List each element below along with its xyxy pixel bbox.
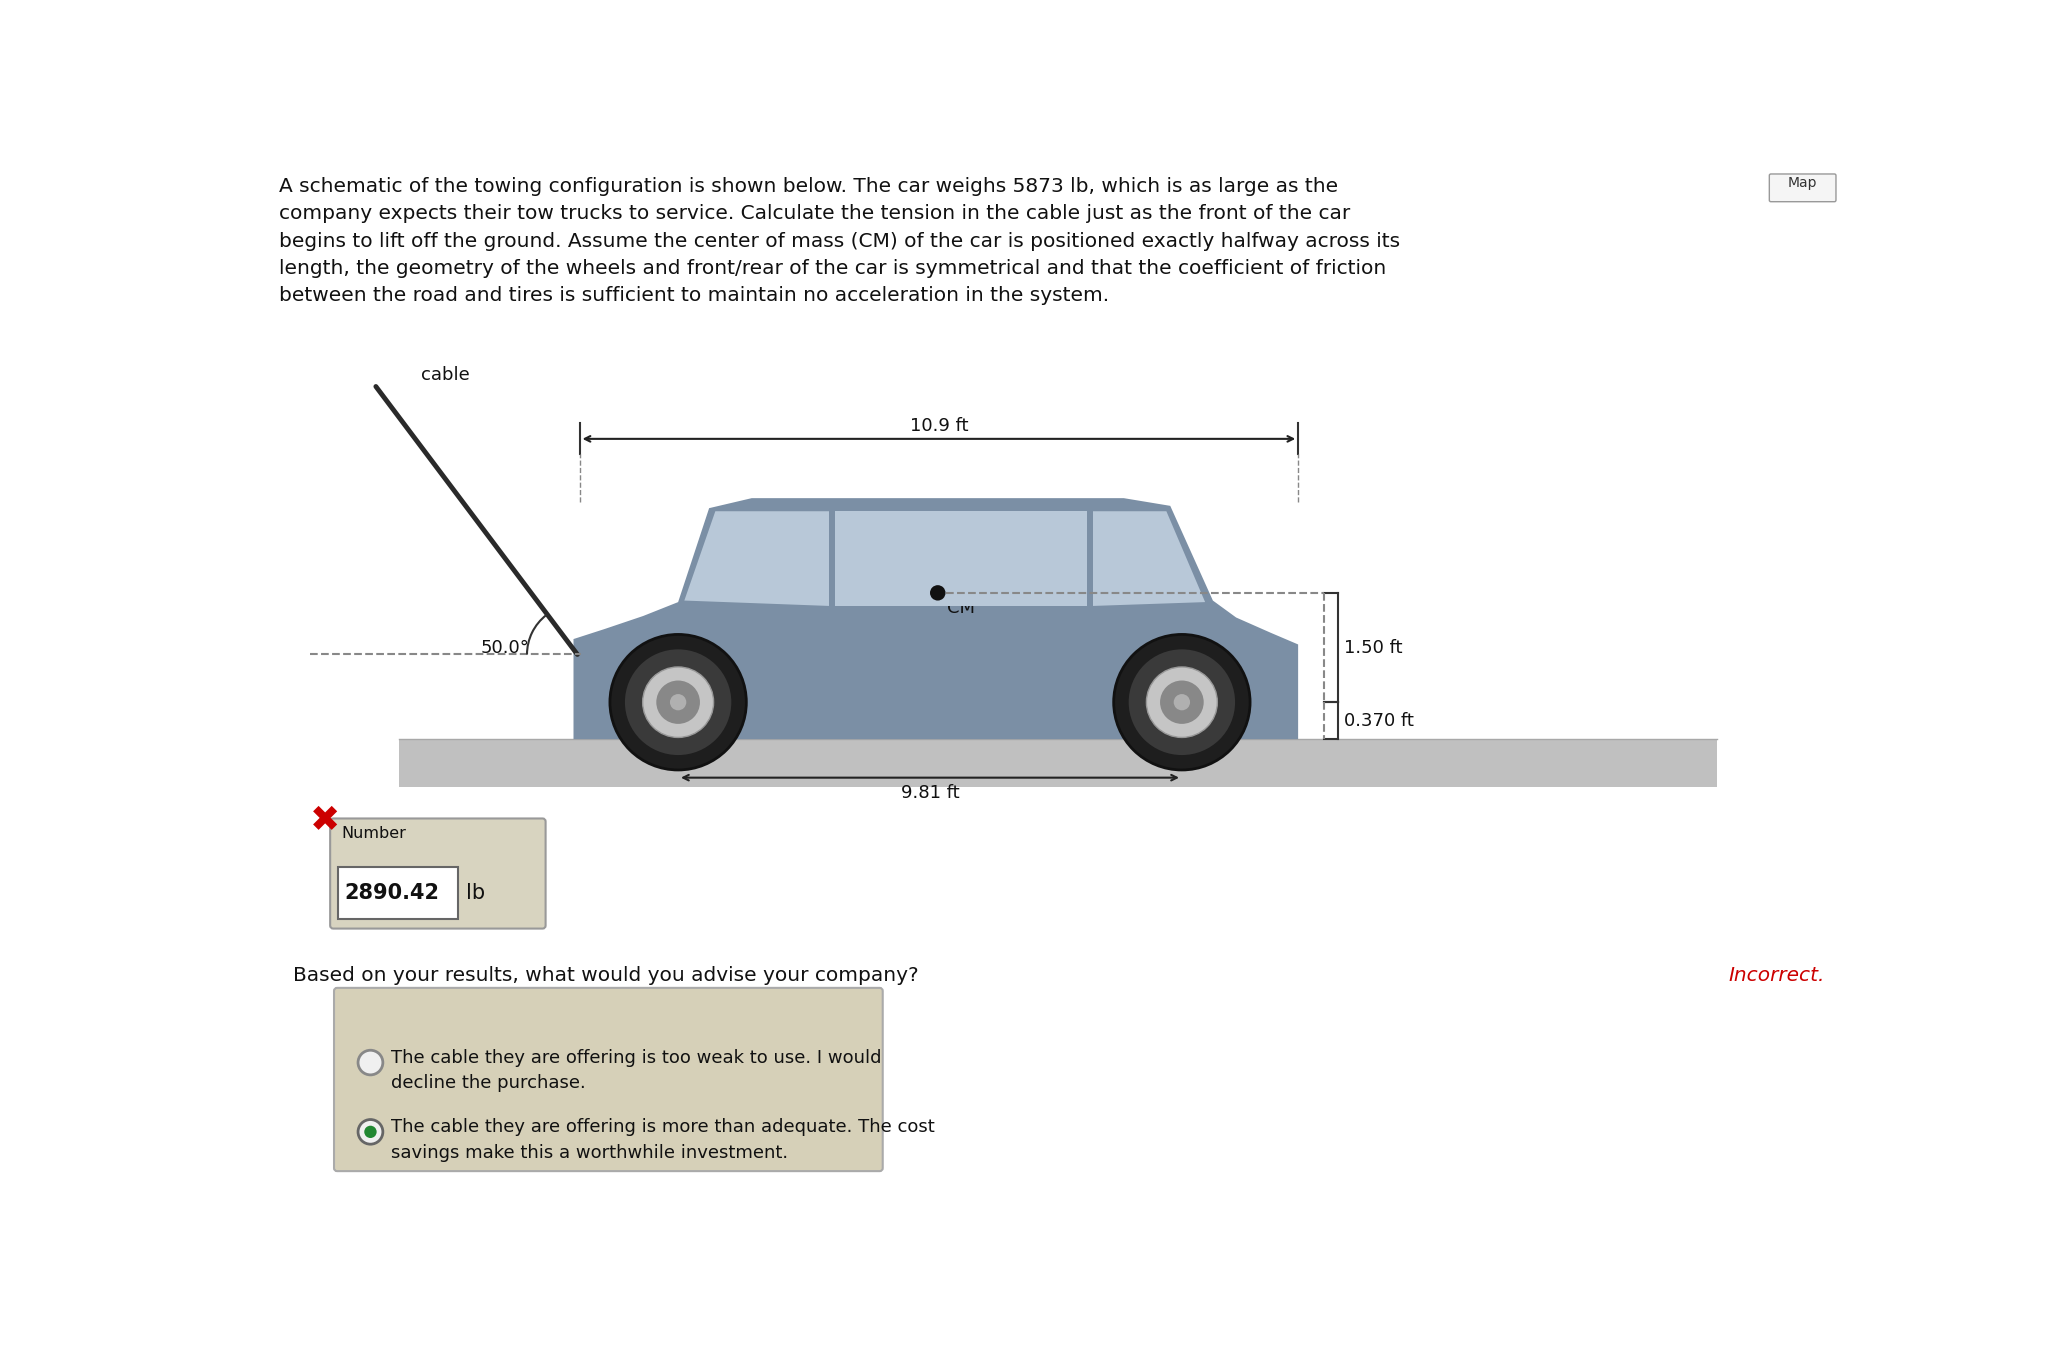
Polygon shape (683, 511, 829, 607)
Circle shape (642, 666, 714, 737)
Text: CM: CM (947, 598, 976, 617)
Text: 50.0°: 50.0° (481, 639, 530, 657)
FancyBboxPatch shape (329, 819, 546, 929)
Circle shape (358, 1050, 383, 1074)
Circle shape (657, 680, 700, 724)
Circle shape (1129, 649, 1236, 755)
Circle shape (1160, 680, 1203, 724)
Circle shape (610, 634, 747, 770)
Bar (399, 740, 1717, 787)
Bar (829, 511, 835, 607)
Circle shape (364, 1126, 376, 1138)
Text: A schematic of the towing configuration is shown below. The car weighs 5873 lb, : A schematic of the towing configuration … (278, 177, 1399, 305)
Polygon shape (835, 511, 1086, 607)
Text: 2890.42: 2890.42 (344, 883, 440, 903)
Text: Incorrect.: Incorrect. (1729, 966, 1825, 985)
Circle shape (931, 585, 945, 601)
Text: The cable they are offering is too weak to use. I would
decline the purchase.: The cable they are offering is too weak … (391, 1049, 882, 1092)
Text: Map: Map (1788, 177, 1817, 190)
FancyBboxPatch shape (338, 866, 458, 919)
Text: 0.370 ft: 0.370 ft (1344, 711, 1414, 730)
Text: Based on your results, what would you advise your company?: Based on your results, what would you ad… (293, 966, 919, 985)
Bar (1086, 511, 1093, 607)
Circle shape (1174, 694, 1191, 710)
Text: Number: Number (342, 826, 405, 842)
Circle shape (1113, 634, 1250, 770)
Circle shape (669, 694, 685, 710)
Polygon shape (1093, 511, 1205, 607)
Circle shape (1146, 666, 1217, 737)
Polygon shape (573, 498, 1297, 740)
Text: The cable they are offering is more than adequate. The cost
savings make this a : The cable they are offering is more than… (391, 1118, 935, 1161)
Text: 10.9 ft: 10.9 ft (910, 418, 968, 435)
Circle shape (358, 1119, 383, 1144)
Circle shape (624, 649, 730, 755)
Text: 5873 lb: 5873 lb (947, 568, 1015, 586)
FancyBboxPatch shape (333, 987, 882, 1171)
FancyBboxPatch shape (1770, 174, 1835, 201)
Text: cable: cable (421, 366, 471, 384)
Text: lb: lb (466, 883, 485, 903)
Text: 9.81 ft: 9.81 ft (900, 783, 960, 802)
Text: 1.50 ft: 1.50 ft (1344, 639, 1402, 657)
Text: ✖: ✖ (311, 805, 340, 839)
